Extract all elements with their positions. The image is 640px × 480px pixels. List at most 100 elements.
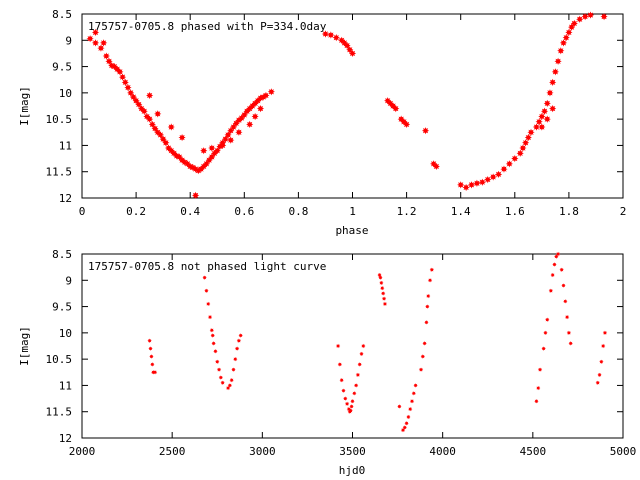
- unphased-data-point: [236, 338, 242, 343]
- phased-data-point: [343, 41, 351, 50]
- phased-data-point: [559, 39, 568, 47]
- unphased-data-point: [429, 267, 435, 272]
- unphased-data-point: [534, 399, 539, 404]
- unphased-data-point: [381, 296, 387, 301]
- phased-data-point: [516, 149, 524, 157]
- unphased-data-point: [548, 288, 554, 293]
- phased-data-point: [135, 100, 143, 109]
- phased-data-point: [562, 34, 570, 42]
- unphased-data-point: [422, 341, 427, 346]
- unphased-data-point: [227, 383, 233, 388]
- phased-x-tick-label: 0.2: [126, 205, 146, 218]
- phased-data-point: [102, 52, 110, 60]
- phased-data-point: [403, 120, 411, 128]
- unphased-data-point: [215, 359, 220, 364]
- phased-data-point: [462, 183, 470, 192]
- unphased-y-tick-label: 8.5: [52, 248, 72, 261]
- phased-data-point: [538, 112, 546, 121]
- unphased-data-point: [409, 399, 415, 404]
- unphased-data-point: [349, 404, 354, 409]
- unphased-data-point: [218, 375, 224, 380]
- unphased-data-point: [402, 425, 407, 430]
- phased-y-tick-label: 10.5: [46, 113, 73, 126]
- unphased-data-point: [554, 254, 559, 259]
- phased-data-point: [551, 68, 559, 76]
- phased-data-point: [162, 139, 170, 147]
- unphased-data-point: [213, 349, 218, 354]
- unphased-data-point: [425, 304, 430, 309]
- phased-data-point: [565, 28, 573, 36]
- unphased-x-tick-label: 5000: [610, 445, 637, 458]
- unphased-data-point: [234, 346, 240, 351]
- unphased-data-point: [206, 301, 211, 307]
- phased-data-point: [208, 144, 216, 152]
- phased-data-point: [192, 191, 200, 199]
- phased-data-point: [224, 131, 232, 139]
- unphased-data-point: [209, 328, 215, 333]
- phased-data-point: [532, 123, 541, 131]
- phased-data-point: [332, 34, 340, 42]
- unphased-data-point: [149, 354, 154, 359]
- phased-data-point: [140, 107, 148, 115]
- unphased-data-point: [404, 421, 409, 426]
- phased-data-point: [200, 147, 208, 155]
- phased-data-point: [467, 181, 476, 189]
- phased-data-point: [546, 89, 554, 97]
- unphased-data-point: [602, 330, 608, 336]
- unphased-x-tick-label: 2500: [159, 445, 186, 458]
- phased-data-point: [586, 11, 595, 19]
- unphased-x-tick-label: 2000: [69, 445, 96, 458]
- phased-data-point: [100, 39, 108, 47]
- unphased-data-point: [380, 291, 386, 296]
- phased-x-axis-label: phase: [335, 224, 368, 237]
- unphased-data-point: [599, 359, 604, 364]
- unphased-data-point: [211, 341, 216, 346]
- phased-y-tick-label: 8.5: [52, 8, 72, 21]
- phased-data-point: [549, 105, 557, 113]
- unphased-data-point: [231, 367, 236, 372]
- unphased-data-point: [564, 314, 570, 320]
- unphased-data-point: [537, 367, 543, 372]
- phased-data-point: [500, 165, 508, 173]
- unphased-data-point: [361, 343, 366, 349]
- unphased-data-point: [552, 262, 557, 267]
- unphased-data-point: [408, 406, 413, 412]
- phased-y-axis-label: I[mag]: [18, 86, 31, 126]
- phased-data-point: [543, 99, 551, 107]
- unphased-data-point: [357, 362, 362, 367]
- unphased-y-tick-label: 11: [59, 379, 72, 392]
- unphased-data-point: [204, 288, 209, 293]
- unphased-data-point: [382, 301, 388, 307]
- unphased-data-point: [341, 388, 346, 393]
- unphased-data-point: [411, 391, 417, 396]
- unphased-data-point: [550, 272, 555, 278]
- phased-x-tick-label: 1.2: [397, 205, 417, 218]
- unphased-data-point: [568, 341, 573, 346]
- phased-data-point: [118, 73, 127, 81]
- phased-x-tick-label: 0.4: [180, 205, 200, 218]
- unphased-data-point: [420, 354, 426, 359]
- phased-data-point: [256, 105, 265, 113]
- phased-data-point: [576, 15, 584, 23]
- phased-data-point: [167, 123, 175, 131]
- unphased-data-point: [543, 330, 548, 336]
- unphased-data-point: [352, 391, 357, 396]
- phased-data-point: [570, 19, 578, 28]
- phased-data-point: [535, 118, 543, 126]
- unphased-data-point: [355, 372, 361, 378]
- phased-data-point: [91, 39, 100, 47]
- unphased-x-axis-label: hjd0: [339, 464, 366, 477]
- unphased-data-point: [400, 427, 406, 433]
- unphased-y-tick-label: 9: [65, 274, 72, 287]
- phased-data-point: [511, 154, 519, 163]
- unphased-y-axis-label: I[mag]: [18, 326, 31, 366]
- unphased-data-point: [343, 396, 348, 401]
- unphased-data-point: [225, 385, 231, 391]
- unphased-data-point: [152, 370, 158, 375]
- unphased-data-point: [350, 399, 355, 404]
- phased-axis-ticks: 0 0.2 0.4 0.6 0.8 1 1.2 1.4 1.6 1.8 2 8.5 9 9.5 10 10.5…: [46, 8, 627, 218]
- unphased-data-point: [597, 372, 602, 378]
- phased-data-point: [86, 35, 94, 43]
- phased-data-point: [473, 179, 481, 187]
